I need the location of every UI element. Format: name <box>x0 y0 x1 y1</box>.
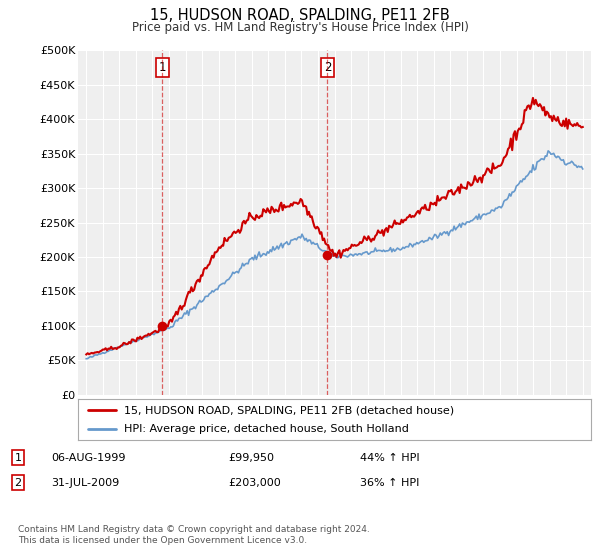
Text: 2: 2 <box>14 478 22 488</box>
Text: 1: 1 <box>158 60 166 74</box>
Text: £99,950: £99,950 <box>228 452 274 463</box>
Text: HPI: Average price, detached house, South Holland: HPI: Average price, detached house, Sout… <box>124 424 409 433</box>
Text: Contains HM Land Registry data © Crown copyright and database right 2024.: Contains HM Land Registry data © Crown c… <box>18 525 370 534</box>
Text: 44% ↑ HPI: 44% ↑ HPI <box>360 452 419 463</box>
Text: Price paid vs. HM Land Registry's House Price Index (HPI): Price paid vs. HM Land Registry's House … <box>131 21 469 34</box>
Text: 36% ↑ HPI: 36% ↑ HPI <box>360 478 419 488</box>
Text: 1: 1 <box>14 452 22 463</box>
Text: 31-JUL-2009: 31-JUL-2009 <box>51 478 119 488</box>
Text: £203,000: £203,000 <box>228 478 281 488</box>
Text: 2: 2 <box>323 60 331 74</box>
Text: This data is licensed under the Open Government Licence v3.0.: This data is licensed under the Open Gov… <box>18 536 307 545</box>
Text: 15, HUDSON ROAD, SPALDING, PE11 2FB: 15, HUDSON ROAD, SPALDING, PE11 2FB <box>150 8 450 24</box>
Text: 06-AUG-1999: 06-AUG-1999 <box>51 452 125 463</box>
Text: 15, HUDSON ROAD, SPALDING, PE11 2FB (detached house): 15, HUDSON ROAD, SPALDING, PE11 2FB (det… <box>124 405 454 415</box>
